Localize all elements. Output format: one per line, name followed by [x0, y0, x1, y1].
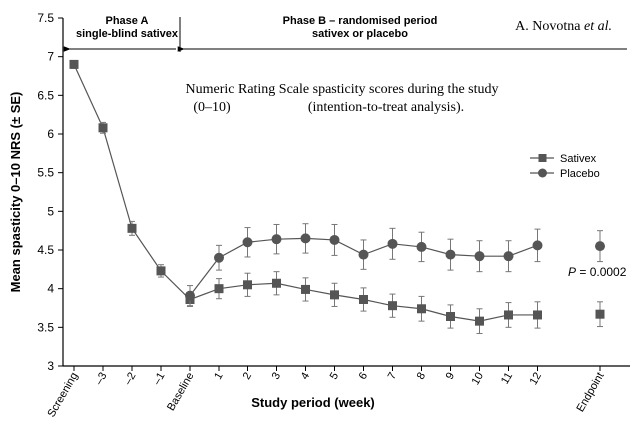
y-tick-label: 5.5 — [37, 166, 54, 180]
data-point-placebo — [595, 241, 605, 252]
x-tick-label: 10 — [470, 371, 487, 388]
phase-b-title: Phase B – randomised period — [283, 15, 438, 27]
data-point-placebo — [300, 233, 311, 244]
data-point-sativex — [272, 278, 281, 288]
x-tick-label: Screening — [45, 371, 80, 420]
x-tick-label: –2 — [122, 371, 139, 388]
y-tick-label: 6 — [47, 127, 54, 141]
x-tick-label: 8 — [415, 371, 428, 382]
x-tick-label: 7 — [386, 371, 399, 382]
y-tick-label: 7 — [47, 50, 54, 64]
data-point-placebo — [185, 290, 195, 301]
y-tick-label: 5 — [47, 204, 54, 218]
x-tick-label: 6 — [357, 371, 370, 382]
p-value-label: P = 0.0002 — [568, 265, 627, 279]
data-point-sativex — [359, 294, 368, 304]
data-point-sativex — [127, 223, 137, 233]
data-point-sativex — [330, 290, 339, 300]
data-point-placebo — [387, 238, 398, 249]
x-tick-label: –3 — [93, 371, 110, 388]
series-sativex — [69, 59, 605, 335]
data-point-placebo — [214, 252, 224, 263]
y-tick-label: 4.5 — [37, 243, 54, 257]
data-point-sativex — [475, 316, 484, 326]
series-layer — [69, 59, 605, 335]
x-tick-label: 12 — [528, 371, 545, 388]
data-point-sativex — [446, 312, 455, 322]
x-tick-label: Baseline — [165, 371, 196, 414]
legend-placebo-label: Placebo — [560, 168, 600, 180]
x-tick-label: 3 — [270, 371, 283, 382]
y-tick-label: 3.5 — [37, 320, 54, 334]
x-tick-label: 9 — [444, 371, 457, 382]
x-tick-label: –1 — [151, 371, 168, 388]
data-point-sativex — [69, 59, 79, 69]
y-tick-label: 4 — [47, 282, 54, 296]
data-point-placebo — [416, 241, 427, 252]
data-point-sativex — [533, 310, 542, 320]
x-tick-label: 2 — [241, 371, 254, 382]
legend-placebo-marker — [538, 168, 547, 178]
data-point-sativex — [595, 309, 605, 319]
y-axis-ticks: 3 3.5 4 4.5 5 5.5 6 6.5 7 7.5 — [37, 11, 63, 373]
data-point-placebo — [329, 234, 340, 245]
legend-sativex-marker — [538, 154, 547, 162]
phase-b-subtitle: sativex or placebo — [312, 28, 408, 40]
x-tick-label: 11 — [499, 371, 515, 387]
y-tick-label: 6.5 — [37, 88, 54, 102]
legend-sativex-label: Sativex — [560, 153, 597, 165]
data-point-sativex — [417, 304, 426, 314]
data-point-sativex — [504, 310, 513, 320]
series-placebo — [185, 223, 605, 307]
y-tick-label: 7.5 — [37, 11, 54, 25]
data-point-sativex — [243, 280, 252, 290]
data-point-sativex — [98, 123, 108, 133]
author-credit: A. Novotna et al. — [515, 19, 612, 34]
x-tick-label: 1 — [212, 371, 225, 382]
x-tick-label: Endpoint — [574, 371, 606, 415]
data-point-placebo — [503, 251, 514, 262]
data-point-placebo — [271, 234, 282, 245]
x-axis-label: Study period (week) — [251, 395, 375, 410]
y-axis-label: Mean spasticity 0–10 NRS (± SE) — [8, 92, 23, 293]
chart-subtitle-right: (intention-to-treat analysis). — [308, 100, 464, 115]
data-point-placebo — [474, 251, 485, 262]
data-point-placebo — [532, 240, 543, 251]
data-point-sativex — [388, 301, 397, 311]
phase-a-subtitle: single-blind sativex — [76, 28, 179, 40]
chart-title: Numeric Rating Scale spasticity scores d… — [186, 82, 499, 97]
legend: Sativex Placebo — [530, 153, 600, 180]
y-tick-label: 3 — [47, 359, 54, 373]
data-point-sativex — [214, 284, 224, 294]
data-point-placebo — [358, 249, 369, 260]
data-point-sativex — [301, 284, 310, 294]
phase-a-title: Phase A — [105, 15, 148, 27]
data-point-placebo — [445, 249, 456, 260]
data-point-placebo — [242, 237, 253, 248]
x-tick-label: 5 — [328, 371, 341, 382]
data-point-sativex — [156, 266, 166, 276]
chart-subtitle-left: (0–10) — [193, 100, 231, 115]
x-tick-label: 4 — [299, 371, 312, 382]
